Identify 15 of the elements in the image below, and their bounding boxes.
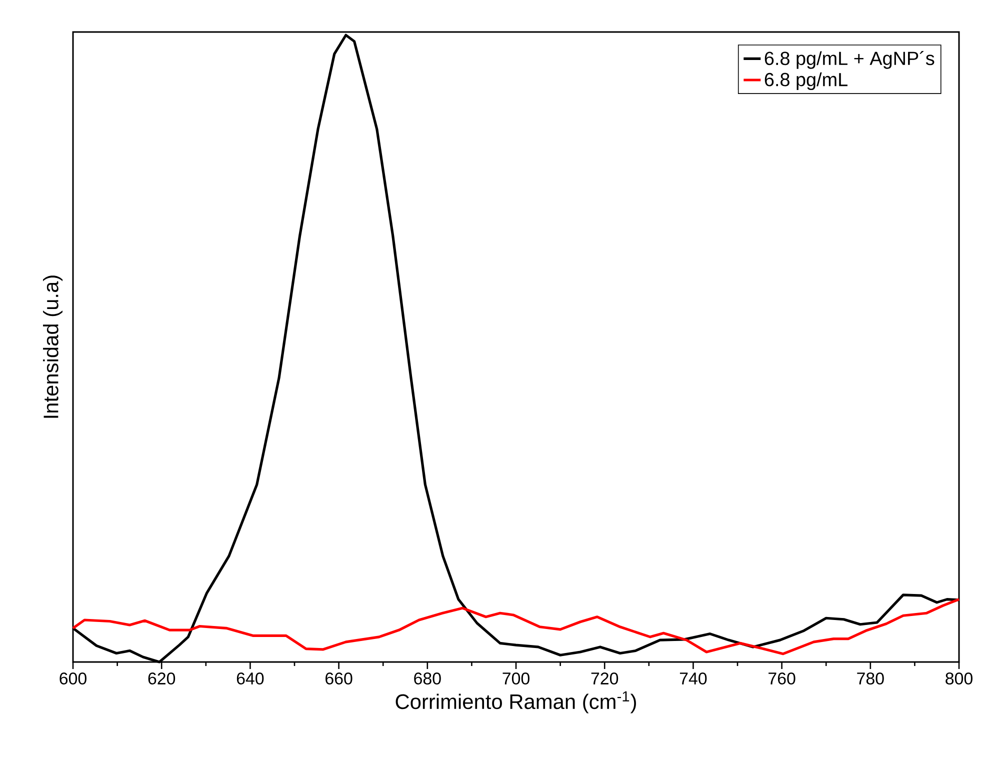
- x-tick-label: 800: [946, 672, 972, 684]
- y-axis-title: Intensidad (u.a): [43, 276, 62, 418]
- x-tick-label: 620: [148, 672, 176, 684]
- x-tick-label: 600: [60, 672, 86, 684]
- x-tick-label: 760: [768, 672, 796, 684]
- x-tick-label: 720: [591, 672, 618, 684]
- x-axis-title: Corrimiento Raman (cm$^{-1}$): [396, 691, 636, 714]
- x-tick-label: 740: [680, 672, 707, 684]
- x-tick-label: 780: [857, 672, 884, 684]
- legend-label: 6.8 pg/mL: [764, 72, 848, 90]
- x-tick-label: 680: [414, 672, 441, 684]
- x-tick-label: 640: [236, 672, 264, 684]
- x-tick-label: 700: [502, 672, 530, 684]
- x-tick-label: 660: [326, 672, 352, 684]
- legend-label: 6.8 pg/mL + AgNP´s: [764, 50, 934, 69]
